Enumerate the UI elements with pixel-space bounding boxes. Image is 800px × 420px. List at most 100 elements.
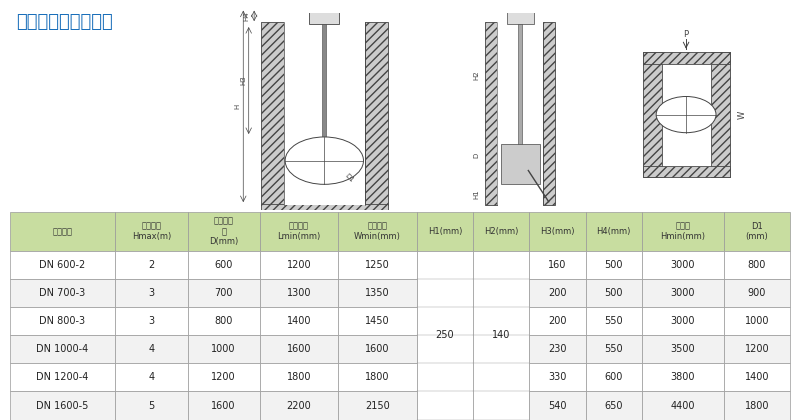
Text: 650: 650 bbox=[605, 401, 623, 410]
Bar bbox=[530, 251, 586, 279]
Text: 1400: 1400 bbox=[745, 373, 769, 382]
Bar bbox=[485, 22, 497, 205]
Text: DN 700-3: DN 700-3 bbox=[39, 288, 86, 298]
Bar bbox=[187, 363, 260, 391]
Bar bbox=[260, 391, 338, 420]
Bar bbox=[187, 391, 260, 420]
Bar bbox=[260, 279, 338, 307]
Bar bbox=[417, 212, 473, 251]
Bar bbox=[10, 335, 115, 363]
Bar bbox=[187, 279, 260, 307]
Bar bbox=[530, 363, 586, 391]
Text: 2: 2 bbox=[148, 260, 154, 270]
Bar bbox=[710, 52, 730, 177]
Text: 800: 800 bbox=[748, 260, 766, 270]
Bar bbox=[642, 335, 724, 363]
Bar bbox=[365, 22, 388, 205]
Text: 主要规格和技术参数: 主要规格和技术参数 bbox=[16, 13, 113, 31]
Text: DN 600-2: DN 600-2 bbox=[39, 260, 86, 270]
Text: 内腔高
Hmin(mm): 内腔高 Hmin(mm) bbox=[661, 222, 706, 241]
Text: H1(mm): H1(mm) bbox=[428, 227, 462, 236]
Bar bbox=[518, 24, 522, 177]
Bar bbox=[642, 251, 724, 279]
Bar bbox=[261, 204, 388, 213]
Bar bbox=[187, 335, 260, 363]
Text: 550: 550 bbox=[604, 316, 623, 326]
Bar bbox=[338, 279, 417, 307]
Text: 3: 3 bbox=[148, 288, 154, 298]
Text: 1600: 1600 bbox=[211, 401, 236, 410]
Text: D1
(mm): D1 (mm) bbox=[746, 222, 768, 241]
Text: 5: 5 bbox=[148, 401, 154, 410]
Text: 500: 500 bbox=[605, 288, 623, 298]
Text: 200: 200 bbox=[548, 288, 566, 298]
Bar bbox=[586, 212, 642, 251]
Text: 600: 600 bbox=[214, 260, 233, 270]
Text: DN 800-3: DN 800-3 bbox=[39, 316, 86, 326]
Bar bbox=[260, 335, 338, 363]
Bar bbox=[115, 251, 187, 279]
Bar bbox=[642, 363, 724, 391]
Bar bbox=[338, 335, 417, 363]
Bar bbox=[586, 391, 642, 420]
Bar bbox=[10, 212, 115, 251]
Bar bbox=[724, 251, 790, 279]
Text: 330: 330 bbox=[548, 373, 566, 382]
Text: D1: D1 bbox=[344, 173, 355, 184]
Bar bbox=[586, 279, 642, 307]
Bar bbox=[338, 391, 417, 420]
Text: 水头高度
Hmax(m): 水头高度 Hmax(m) bbox=[132, 222, 171, 241]
Circle shape bbox=[285, 137, 363, 184]
Bar bbox=[724, 335, 790, 363]
Text: 2150: 2150 bbox=[365, 401, 390, 410]
Bar bbox=[338, 212, 417, 251]
Bar bbox=[115, 335, 187, 363]
Bar bbox=[642, 391, 724, 420]
Text: 3000: 3000 bbox=[671, 260, 695, 270]
Text: P: P bbox=[683, 30, 689, 39]
Bar bbox=[473, 212, 530, 251]
Text: D: D bbox=[474, 153, 480, 158]
Text: 600: 600 bbox=[605, 373, 623, 382]
Bar bbox=[724, 307, 790, 335]
Bar bbox=[586, 363, 642, 391]
Bar bbox=[530, 279, 586, 307]
Bar bbox=[115, 391, 187, 420]
Text: P: P bbox=[380, 0, 385, 1]
Bar bbox=[10, 279, 115, 307]
Text: 1600: 1600 bbox=[287, 344, 311, 354]
Bar bbox=[501, 144, 540, 184]
Text: DN 1200-4: DN 1200-4 bbox=[36, 373, 89, 382]
Bar bbox=[187, 307, 260, 335]
Text: 200: 200 bbox=[548, 316, 566, 326]
Bar bbox=[322, 24, 326, 151]
Bar bbox=[724, 279, 790, 307]
Bar bbox=[497, 22, 543, 205]
Bar bbox=[260, 307, 338, 335]
Text: DN 1000-4: DN 1000-4 bbox=[36, 344, 89, 354]
Bar bbox=[530, 335, 586, 363]
Text: H4: H4 bbox=[244, 11, 250, 21]
Text: 1350: 1350 bbox=[365, 288, 390, 298]
Bar bbox=[724, 212, 790, 251]
Bar bbox=[586, 335, 642, 363]
Bar bbox=[283, 22, 365, 205]
Text: 250: 250 bbox=[435, 330, 454, 340]
Text: W: W bbox=[738, 110, 746, 119]
Bar bbox=[187, 251, 260, 279]
Text: 1600: 1600 bbox=[366, 344, 390, 354]
Text: 550: 550 bbox=[604, 344, 623, 354]
Bar bbox=[724, 391, 790, 420]
Bar bbox=[10, 307, 115, 335]
Text: 4: 4 bbox=[148, 373, 154, 382]
Text: 3500: 3500 bbox=[670, 344, 695, 354]
Text: H1: H1 bbox=[474, 189, 480, 199]
Text: H3: H3 bbox=[240, 76, 246, 85]
Text: 1800: 1800 bbox=[745, 401, 769, 410]
Bar bbox=[338, 251, 417, 279]
Bar bbox=[530, 307, 586, 335]
Text: 3: 3 bbox=[148, 316, 154, 326]
Bar bbox=[642, 212, 724, 251]
Bar bbox=[530, 391, 586, 420]
Bar bbox=[586, 307, 642, 335]
